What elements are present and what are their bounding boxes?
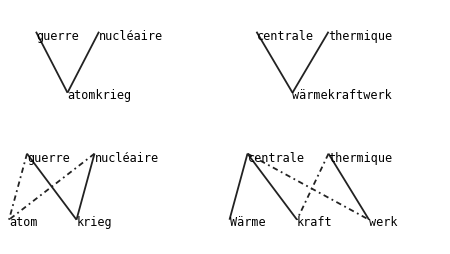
Text: centrale: centrale [248,152,305,165]
Text: thermique: thermique [328,30,392,43]
Text: thermique: thermique [328,152,392,165]
Text: atom: atom [9,216,37,229]
Text: guerre: guerre [36,30,79,43]
Text: kraft: kraft [297,216,333,229]
Text: Wärme: Wärme [230,216,265,229]
Text: krieg: krieg [76,216,112,229]
Text: atomkrieg: atomkrieg [68,89,131,102]
Text: centrale: centrale [256,30,314,43]
Text: nucléaire: nucléaire [99,30,163,43]
Text: guerre: guerre [27,152,70,165]
Text: nucléaire: nucléaire [94,152,158,165]
Text: wärmekraftwerk: wärmekraftwerk [292,89,392,102]
Text: werk: werk [369,216,397,229]
